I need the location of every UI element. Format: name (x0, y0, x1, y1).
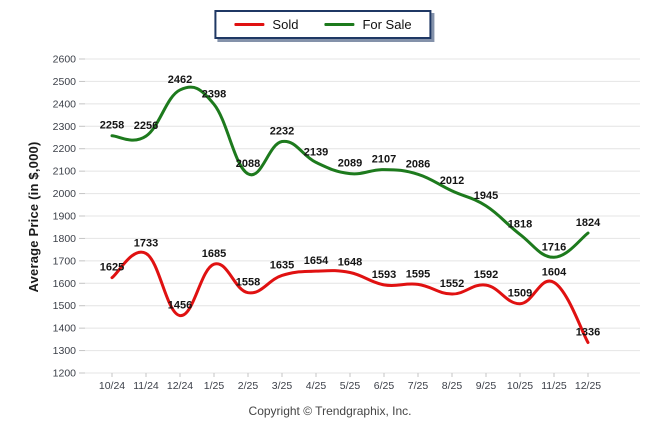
x-tick-label: 4/25 (306, 380, 327, 392)
data-label-for-sale: 1824 (576, 217, 601, 229)
x-tick-label: 9/25 (476, 380, 497, 392)
data-label-sold: 1595 (406, 268, 430, 280)
data-label-for-sale: 2462 (168, 74, 192, 86)
series-line-for-sale (110, 85, 590, 259)
y-tick-label: 1200 (53, 368, 77, 380)
data-label-sold: 1558 (236, 277, 260, 289)
data-label-sold: 1648 (338, 257, 362, 269)
data-label-for-sale: 2139 (304, 146, 328, 158)
data-label-sold: 1635 (270, 259, 294, 271)
sold-line-swatch (234, 23, 265, 26)
data-label-sold: 1593 (372, 269, 396, 281)
y-tick-label: 1700 (53, 255, 77, 267)
x-tick-label: 11/24 (133, 380, 159, 392)
x-tick-label: 1/25 (204, 380, 225, 392)
data-label-for-sale: 2232 (270, 126, 294, 138)
x-tick-label: 7/25 (408, 380, 429, 392)
data-label-sold: 1654 (304, 255, 329, 267)
x-tick-label: 5/25 (340, 380, 361, 392)
data-label-for-sale: 2398 (202, 88, 226, 100)
y-tick-label: 2100 (53, 166, 77, 178)
y-tick-label: 1800 (53, 233, 77, 245)
data-label-for-sale: 2258 (100, 120, 124, 132)
series-line-sold (110, 250, 590, 344)
x-tick-label: 10/25 (507, 380, 533, 392)
data-label-sold: 1685 (202, 248, 226, 260)
x-tick-label: 3/25 (272, 380, 293, 392)
data-label-for-sale: 2086 (406, 158, 430, 170)
data-label-for-sale: 1716 (542, 241, 566, 253)
x-tick-label: 12/25 (575, 380, 601, 392)
y-tick-label: 2300 (53, 121, 77, 133)
x-tick-label: 2/25 (238, 380, 259, 392)
data-label-sold: 1336 (576, 326, 600, 338)
y-tick-label: 1300 (53, 345, 77, 357)
y-tick-label: 1500 (53, 300, 77, 312)
y-tick-label: 2500 (53, 76, 77, 88)
data-label-for-sale: 2088 (236, 158, 260, 170)
x-tick-label: 12/24 (167, 380, 193, 392)
y-tick-label: 2400 (53, 98, 77, 110)
legend-item-for-sale: For Sale (324, 17, 412, 32)
data-label-for-sale: 2012 (440, 175, 464, 187)
data-label-sold: 1456 (168, 300, 192, 312)
y-tick-label: 2000 (53, 188, 77, 200)
data-label-sold: 1509 (508, 288, 532, 300)
y-tick-label: 2200 (53, 143, 77, 155)
for-sale-line-swatch (324, 23, 355, 26)
data-label-for-sale: 1945 (474, 190, 498, 202)
legend-label-sold: Sold (272, 17, 299, 32)
x-tick-label: 10/24 (99, 380, 125, 392)
data-label-sold: 1592 (474, 269, 498, 281)
y-tick-label: 1900 (53, 211, 77, 223)
y-tick-label: 2600 (53, 54, 77, 66)
data-label-sold: 1604 (542, 266, 567, 278)
data-label-for-sale: 1818 (508, 218, 532, 230)
y-tick-label: 1600 (53, 278, 77, 290)
data-label-sold: 1552 (440, 278, 464, 290)
data-label-sold: 1733 (134, 237, 158, 249)
y-tick-label: 1400 (53, 323, 77, 335)
data-label-sold: 1625 (100, 262, 124, 274)
x-tick-label: 6/25 (374, 380, 395, 392)
chart-legend: Sold For Sale (214, 10, 432, 39)
data-label-for-sale: 2256 (134, 120, 158, 132)
x-tick-label: 8/25 (442, 380, 463, 392)
x-tick-label: 11/25 (541, 380, 567, 392)
copyright-text: Copyright © Trendgraphix, Inc. (248, 404, 412, 418)
data-label-for-sale: 2089 (338, 158, 362, 170)
legend-item-sold: Sold (234, 17, 298, 32)
data-label-for-sale: 2107 (372, 154, 396, 166)
legend-label-for-sale: For Sale (362, 17, 412, 32)
